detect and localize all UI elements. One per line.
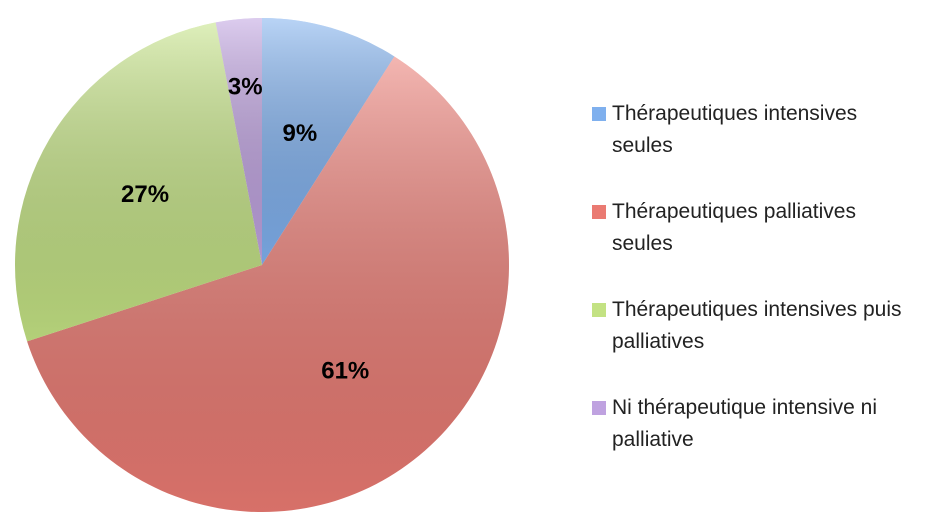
- slice-shade: [27, 56, 509, 513]
- slice-shade: [215, 18, 262, 265]
- data-label: 3%: [228, 73, 263, 100]
- legend-swatch: [592, 401, 606, 415]
- data-label: 61%: [321, 358, 369, 385]
- legend: Thérapeutiques intensives seules Thérapeu…: [592, 98, 922, 490]
- legend-label: Thérapeutiques intensives seules: [612, 102, 858, 157]
- legend-item: Thérapeutiques intensives seules: [592, 98, 922, 196]
- data-label: 27%: [121, 181, 169, 208]
- slice-shade: [14, 22, 263, 342]
- legend-label: Thérapeutiques intensives puis palliativ…: [612, 298, 902, 353]
- slice-shade: [262, 18, 395, 265]
- legend-swatch: [592, 303, 606, 317]
- data-label: 9%: [283, 120, 318, 147]
- legend-swatch: [592, 107, 606, 121]
- legend-item: Thérapeutiques intensives puis palliativ…: [592, 294, 922, 392]
- legend-label: Thérapeutiques palliatives seules: [612, 200, 856, 255]
- legend-swatch: [592, 205, 606, 219]
- legend-item: Thérapeutiques palliatives seules: [592, 196, 922, 294]
- legend-item: Ni thérapeutique intensive ni palliative: [592, 392, 922, 490]
- legend-label: Ni thérapeutique intensive ni palliative: [612, 396, 878, 451]
